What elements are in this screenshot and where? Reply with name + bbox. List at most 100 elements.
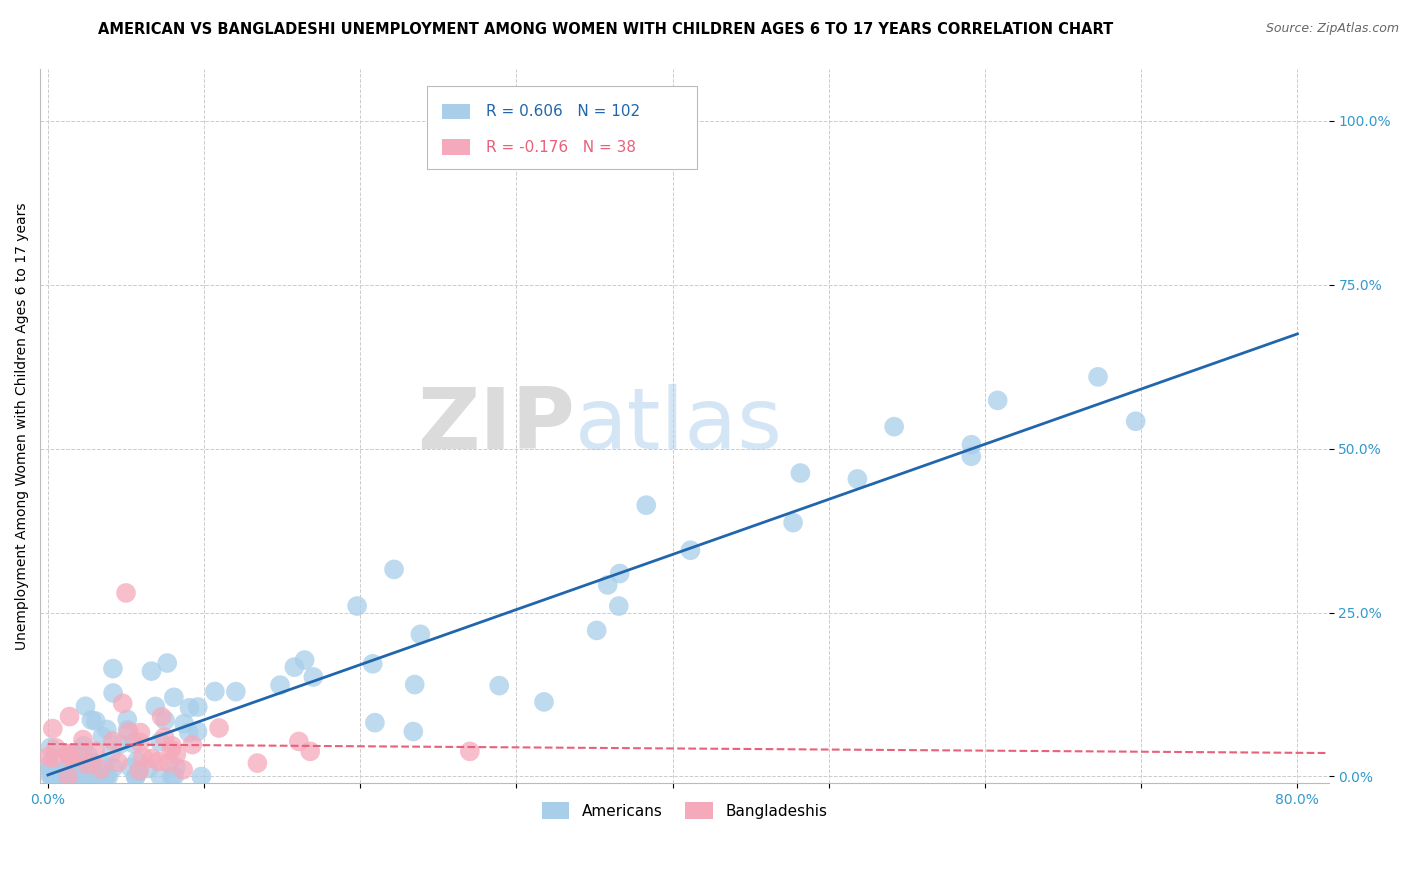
Point (101, 734, 124, 748)
Point (382, 562, 405, 576)
Point (41, 769, 63, 783)
Legend: Americans, Bangladeshis: Americans, Bangladeshis (536, 796, 834, 825)
Point (97, 769, 120, 783)
Point (103, 761, 125, 775)
Point (66, 748, 89, 763)
Point (488, 679, 510, 693)
Point (160, 742, 183, 756)
Point (39, 769, 62, 783)
Point (143, 699, 166, 714)
Point (117, 724, 139, 739)
Point (39, 762, 62, 776)
Point (141, 664, 163, 678)
Point (150, 710, 173, 724)
Point (45, 769, 67, 783)
Point (83, 767, 105, 781)
Point (156, 656, 179, 670)
Point (124, 769, 146, 783)
Point (204, 684, 226, 698)
Point (39, 740, 62, 755)
Point (77, 769, 100, 783)
Point (458, 744, 481, 758)
Point (153, 730, 176, 744)
Point (82, 769, 104, 783)
Point (72, 739, 94, 753)
Text: atlas: atlas (575, 384, 783, 467)
FancyBboxPatch shape (426, 87, 697, 169)
Point (208, 721, 231, 735)
Point (190, 769, 212, 783)
Point (404, 677, 426, 691)
Point (585, 624, 607, 638)
Point (128, 735, 150, 749)
Point (91, 730, 114, 744)
Point (846, 472, 869, 486)
Point (101, 686, 124, 700)
Y-axis label: Unemployment Among Women with Children Ages 6 to 17 years: Unemployment Among Women with Children A… (15, 202, 30, 649)
Point (65, 769, 87, 783)
Point (75, 756, 97, 770)
Point (149, 735, 172, 749)
Point (60, 747, 83, 761)
Text: R = 0.606   N = 102: R = 0.606 N = 102 (486, 103, 640, 119)
Text: ZIP: ZIP (418, 384, 575, 467)
Point (596, 578, 619, 592)
Point (402, 724, 425, 739)
Point (149, 769, 172, 783)
Point (789, 466, 811, 480)
Point (108, 737, 131, 751)
Point (58, 757, 80, 772)
Point (73, 756, 96, 771)
Point (94, 769, 117, 783)
Text: Source: ZipAtlas.com: Source: ZipAtlas.com (1265, 22, 1399, 36)
Point (42, 751, 65, 765)
Point (172, 763, 194, 777)
Point (117, 723, 139, 737)
Point (66, 769, 89, 783)
Point (186, 724, 208, 739)
FancyBboxPatch shape (441, 139, 471, 155)
Point (153, 713, 176, 727)
Point (56, 747, 79, 761)
Point (283, 660, 305, 674)
Point (987, 393, 1010, 408)
Point (58, 709, 80, 723)
Point (146, 755, 169, 769)
Point (48, 769, 70, 783)
Point (177, 725, 200, 739)
Point (179, 700, 201, 714)
Point (38, 756, 60, 771)
Point (163, 690, 186, 705)
Point (128, 764, 150, 779)
Point (58, 769, 80, 783)
Text: AMERICAN VS BANGLADESHI UNEMPLOYMENT AMONG WOMEN WITH CHILDREN AGES 6 TO 17 YEAR: AMERICAN VS BANGLADESHI UNEMPLOYMENT AMO… (98, 22, 1114, 37)
Point (364, 715, 387, 730)
Point (125, 769, 148, 783)
Point (294, 653, 316, 667)
Point (160, 739, 183, 753)
Point (59, 750, 82, 764)
Point (96, 769, 118, 783)
Point (107, 756, 129, 770)
Point (160, 769, 183, 783)
Point (1125, 414, 1147, 428)
Point (120, 760, 142, 774)
Point (56, 764, 79, 779)
Point (56, 769, 79, 783)
Point (45, 740, 67, 755)
Point (39, 763, 62, 777)
Point (607, 599, 630, 613)
Point (72, 769, 94, 783)
Point (129, 725, 152, 739)
Point (187, 700, 209, 714)
Point (37, 750, 59, 764)
Point (346, 599, 368, 613)
Point (128, 764, 150, 778)
Point (960, 438, 983, 452)
Point (77, 748, 100, 763)
Point (84, 744, 107, 758)
Point (84, 714, 107, 728)
Point (82, 756, 104, 770)
Point (165, 760, 187, 774)
Point (409, 627, 432, 641)
